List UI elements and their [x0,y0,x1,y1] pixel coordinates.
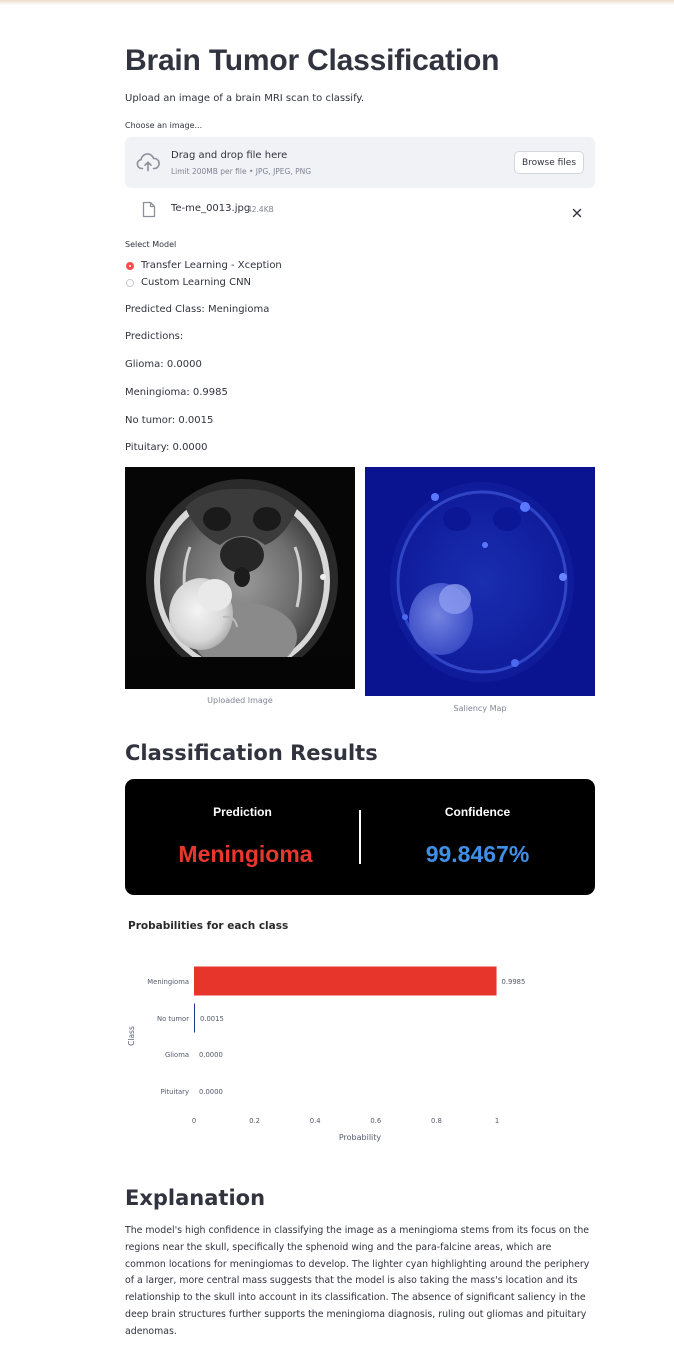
radio-option-cnn[interactable]: Custom Learning CNN [125,277,325,289]
cloud-upload-icon [136,152,160,177]
page-title: Brain Tumor Classification [125,44,500,77]
radio-label-xception: Transfer Learning - Xception [141,260,282,271]
probability-chart: Probabilities for each class Class Proba… [127,920,526,1142]
prediction-item: Glioma: 0.0000 [125,359,202,370]
prediction-item: Meningioma: 0.9985 [125,387,228,398]
chart-bar [194,966,497,996]
uploaded-image [125,467,355,689]
file-name: Te-me_0013.jpg [171,203,251,214]
chart-title: Probabilities for each class [128,920,288,932]
prediction-label: Prediction [213,805,272,819]
confidence-label: Confidence [444,805,511,819]
chart-x-tick-label: 0.4 [310,1117,321,1125]
chart-x-tick-label: 0.2 [249,1117,260,1125]
chart-x-tick-label: 0.8 [431,1117,442,1125]
chart-y-axis-label: Class [127,1026,136,1046]
chart-y-tick-label: No tumor [157,1015,189,1023]
page-subtitle: Upload an image of a brain MRI scan to c… [125,93,365,104]
file-icon [142,201,156,223]
chart-data-label: 0.0000 [199,1051,223,1059]
uploader-label: Choose an image... [125,121,203,130]
chart-x-tick-label: 0.6 [370,1117,381,1125]
confidence-value: 99.8467% [425,841,530,867]
explanation-heading: Explanation [125,1186,266,1210]
classification-results-heading: Classification Results [125,741,378,765]
prediction-item: Pituitary: 0.0000 [125,442,208,453]
chart-data-label: 0.0015 [200,1015,224,1023]
chart-data-label: 0.9985 [502,978,526,986]
chart-x-tick-label: 1 [495,1117,499,1125]
radio-label-cnn: Custom Learning CNN [141,277,252,288]
saliency-map-caption: Saliency Map [453,704,507,713]
chart-x-tick-label: 0 [192,1117,196,1125]
results-card: Prediction Meningioma Confidence 99.8467… [125,779,595,895]
chart-y-tick-label: Meningioma [147,978,189,986]
predicted-class-text: Predicted Class: Meningioma [125,304,270,315]
model-select-label: Select Model [125,240,177,249]
file-dropzone[interactable]: Drag and drop file here Limit 200MB per … [125,137,595,188]
radio-unselected-icon[interactable] [126,279,134,287]
browse-files-button[interactable]: Browse files [514,151,584,174]
results-divider [359,810,361,864]
explanation-text: The model's high confidence in classifyi… [125,1225,590,1337]
prediction-item: No tumor: 0.0015 [125,415,214,426]
chart-bar [194,1003,195,1033]
chart-data-label: 0.0000 [199,1088,223,1096]
chart-y-tick-label: Pituitary [161,1088,189,1096]
saliency-map-image [365,467,595,696]
chart-x-axis-label: Probability [339,1133,382,1142]
prediction-value: Meningioma [178,841,313,867]
file-size: 42.4KB [247,205,274,214]
radio-option-xception[interactable]: Transfer Learning - Xception [125,260,325,272]
radio-selected-icon[interactable] [126,262,134,270]
chart-y-tick-label: Glioma [165,1051,189,1059]
close-icon[interactable] [572,205,582,223]
drop-text: Drag and drop file here [171,150,288,161]
uploaded-file-row: Te-me_0013.jpg 42.4KB [125,198,595,222]
predictions-heading: Predictions: [125,331,184,342]
top-decoration-bar [0,0,674,5]
file-limit-text: Limit 200MB per file • JPG, JPEG, PNG [171,167,312,176]
uploaded-image-caption: Uploaded Image [207,696,273,705]
